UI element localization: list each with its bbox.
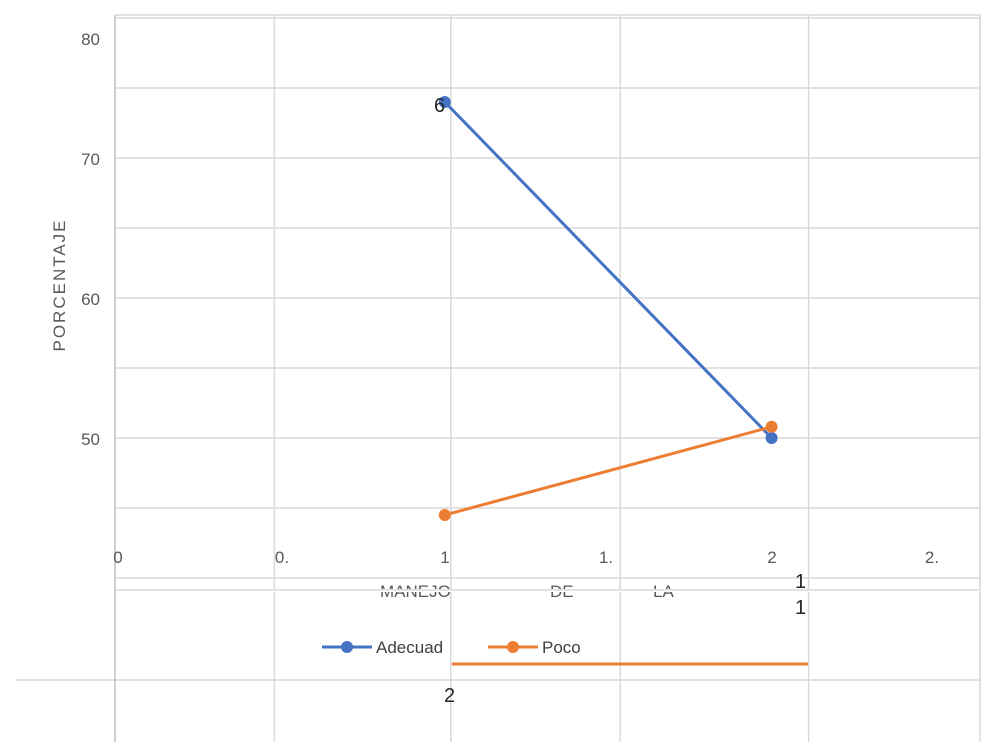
y-tick-50: 50 (81, 430, 100, 449)
x-tick-0: 0 (113, 548, 122, 567)
y-tick-70: 70 (81, 150, 100, 169)
x-tick-1-5: 1. (599, 548, 613, 567)
legend-poco-label: Poco (542, 638, 581, 657)
series-line-adecuad (443, 100, 773, 440)
y-tick-60: 60 (81, 290, 100, 309)
x-tick-1: 1 (440, 548, 449, 567)
x-tick-2-5: 2. (925, 548, 939, 567)
legend-adecuad-marker (341, 641, 353, 653)
data-point-poco-1 (765, 420, 778, 433)
y-tick-80: 80 (81, 30, 100, 49)
x-tick-2: 2 (767, 548, 776, 567)
data-point-poco-0 (438, 509, 451, 521)
data-point-adecuad-1 (765, 432, 778, 444)
legend: Adecuad Poco (322, 638, 581, 657)
data-label-bottom: 2 (444, 685, 455, 707)
series-line-poco (444, 425, 772, 517)
data-label-adecuad-1: 6 (434, 95, 445, 117)
series-layer (438, 96, 778, 521)
legend-poco-marker (507, 641, 519, 653)
data-label-right-2: 1 (795, 597, 806, 619)
chart-frame (15, 14, 981, 681)
data-point-adecuad-0 (438, 96, 451, 108)
x-tick-0-5: 0. (275, 548, 289, 567)
data-label-right-1: 1 (795, 571, 806, 593)
gridlines (114, 15, 981, 742)
y-axis-title: PORCENTAJE (50, 218, 69, 351)
legend-adecuad-label: Adecuad (376, 638, 443, 657)
